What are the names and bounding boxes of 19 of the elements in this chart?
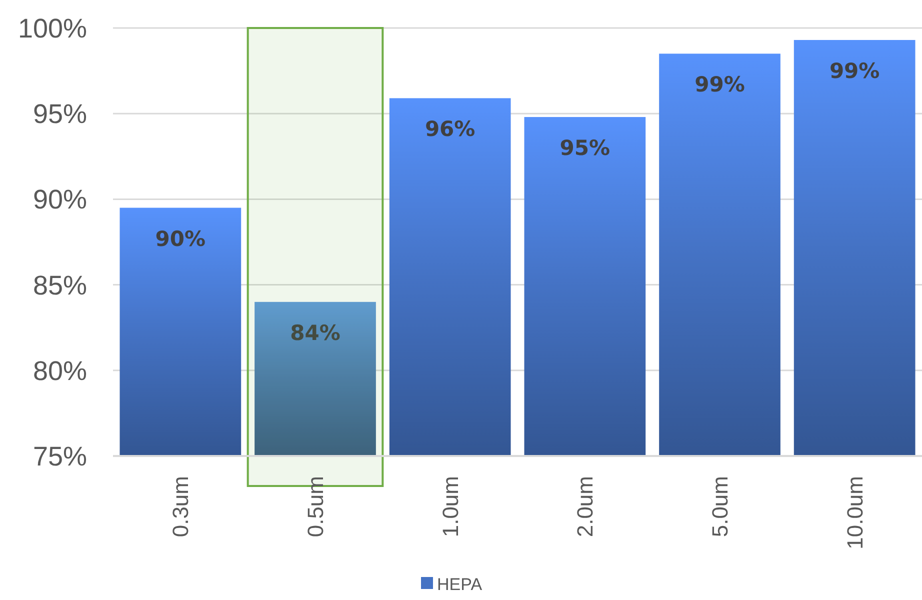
- data-label: 99%: [829, 58, 880, 83]
- legend-label: HEPA: [437, 574, 483, 594]
- y-tick-label: 95%: [32, 99, 87, 130]
- data-label: 96%: [424, 117, 476, 142]
- data-label: 84%: [290, 320, 340, 345]
- data-label: 99%: [694, 72, 745, 97]
- y-tick-label: 75%: [32, 441, 87, 472]
- x-tick-label: 0.5um: [302, 476, 328, 538]
- x-tick-label: 10.0um: [842, 476, 868, 550]
- data-label: 95%: [560, 136, 610, 160]
- x-tick-label: 5.0um: [707, 476, 732, 538]
- y-tick-label: 85%: [32, 270, 87, 300]
- x-tick-label: 0.3um: [168, 476, 194, 538]
- x-tick-label: 2.0um: [572, 476, 598, 538]
- y-tick-label: 80%: [32, 356, 87, 386]
- data-label: 90%: [155, 226, 206, 251]
- y-tick-label: 100%: [18, 13, 87, 44]
- x-tick-label: 1.0um: [438, 476, 463, 538]
- y-tick-label: 90%: [32, 184, 87, 215]
